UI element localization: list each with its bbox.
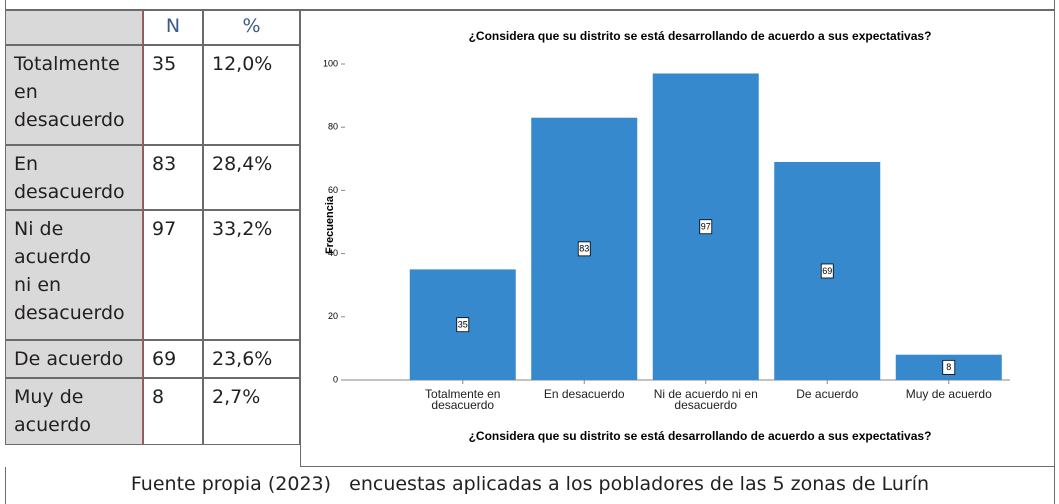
row-label: En desacuerdo [5, 145, 143, 210]
value-label: 35 [458, 320, 468, 330]
value-label: 97 [701, 222, 711, 232]
chart: ¿Considera que su distrito se está desar… [323, 29, 1010, 443]
y-tick-label: 0 [333, 374, 338, 384]
x-tick-label: Muy de acuerdo [905, 387, 992, 401]
header-cell: N [143, 10, 203, 45]
pct-cell: 12,0% [203, 45, 300, 145]
pct-cell: 28,4% [203, 145, 300, 210]
chart-cell [300, 10, 1055, 467]
n-cell: 69 [143, 340, 203, 378]
n-cell: 83 [143, 145, 203, 210]
y-tick-label: 60 [328, 185, 338, 195]
y-axis-label: Frecuencia [324, 195, 336, 254]
footer: Fuente propia (2023) encuestas aplicadas… [5, 467, 1055, 504]
row-label: Muy de acuerdo [5, 378, 143, 445]
x-tick-label: Ni de acuerdo ni en desacuerdo [653, 387, 758, 412]
value-label-box [456, 317, 470, 333]
x-axis-label: ¿Considera que su distrito se está desar… [469, 429, 932, 443]
y-tick-label: 20 [328, 311, 338, 321]
pct-cell: 23,6% [203, 340, 300, 378]
x-tick-label: Totalmente en desacuerdo [425, 387, 501, 412]
value-label: 83 [579, 244, 589, 254]
n-cell: 35 [143, 45, 203, 145]
x-tick-label: De acuerdo [796, 387, 859, 401]
header-cell: % [203, 10, 300, 45]
value-label: 69 [822, 266, 832, 276]
row-label: De acuerdo [5, 340, 143, 378]
x-tick-label: En desacuerdo [543, 387, 625, 401]
pct-cell: 33,2% [203, 210, 300, 340]
top-row [5, 0, 1055, 10]
chart-title: ¿Considera que su distrito se está desar… [469, 29, 932, 43]
pct-cell: 2,7% [203, 378, 300, 445]
row-label: Totalmente en desacuerdo [5, 45, 143, 145]
y-tick-label: 100 [323, 58, 338, 68]
value-label: 8 [946, 362, 951, 372]
n-cell: 8 [143, 378, 203, 445]
value-label-box [820, 263, 834, 279]
value-label-box [942, 359, 956, 375]
row-label: Ni de acuerdo ni en desacuerdo [5, 210, 143, 340]
y-tick-label: 80 [328, 122, 338, 132]
value-label-box [699, 219, 713, 235]
y-tick-label: 40 [328, 248, 338, 258]
value-label-box [577, 241, 591, 257]
n-cell: 97 [143, 210, 203, 340]
corner-cell [5, 10, 143, 45]
